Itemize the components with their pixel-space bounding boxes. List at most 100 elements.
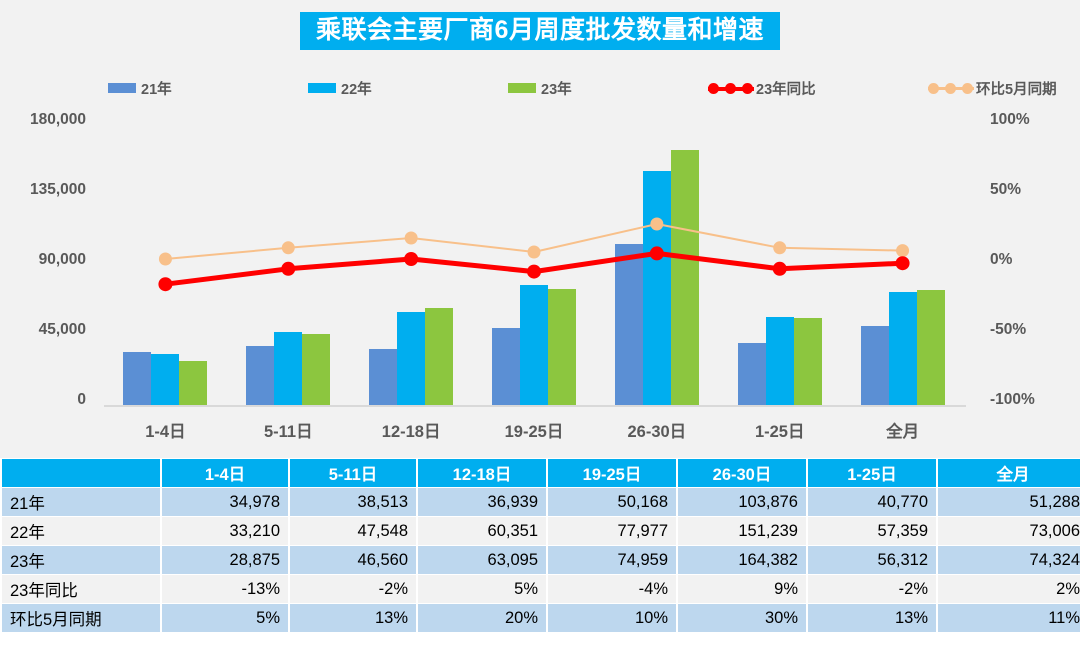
x-axis-label-4: 19-25日 <box>504 423 564 441</box>
table-cell: 20% <box>418 604 546 632</box>
legend-item-1[interactable]: 21年 <box>108 76 172 100</box>
legend-label: 22年 <box>341 81 372 98</box>
legend-swatch-icon <box>308 83 336 93</box>
y-axis-right-tick: 50% <box>990 181 1022 198</box>
table-cell: -2% <box>290 575 416 603</box>
legend-swatch-icon <box>108 83 136 93</box>
table-cell: 77,977 <box>548 517 676 545</box>
table-header-3: 12-18日 <box>418 459 546 487</box>
table-cell: 10% <box>548 604 676 632</box>
x-axis-label-3: 12-18日 <box>381 423 441 441</box>
y-axis-left-tick: 135,000 <box>29 181 86 198</box>
legend-line-icon <box>928 81 974 95</box>
y-axis-left-tick: 90,000 <box>38 251 86 268</box>
x-axis-label-1: 1-4日 <box>145 423 186 441</box>
marker-23年同比-全月 <box>895 256 910 271</box>
marker-环比5月同期-全月 <box>896 244 910 258</box>
table-cell: 46,560 <box>290 546 416 574</box>
table-header-2: 5-11日 <box>290 459 416 487</box>
x-axis-label-7: 全月 <box>886 423 920 441</box>
marker-23年同比-19-25日 <box>527 264 541 279</box>
table-cell: 38,513 <box>290 488 416 516</box>
table-cell: 151,239 <box>678 517 806 545</box>
legend-label: 23年同比 <box>756 81 816 98</box>
marker-环比5月同期-1-4日 <box>158 252 172 266</box>
data-table-container: 1-4日 5-11日 12-18日 19-25日 26-30日 1-25日 全月 21年 34… <box>0 458 1080 648</box>
table-cell: 2% <box>938 575 1080 603</box>
table-header-1: 1-4日 <box>162 459 288 487</box>
table-cell: 47,548 <box>290 517 416 545</box>
bar-22年-全月 <box>888 292 917 406</box>
table-cell: 9% <box>678 575 806 603</box>
table-row-label: 21年 <box>2 488 160 516</box>
data-table: 1-4日 5-11日 12-18日 19-25日 26-30日 1-25日 全月 21年 34… <box>0 458 1080 633</box>
legend-item-5[interactable]: 环比5月同期 <box>928 76 1057 100</box>
marker-环比5月同期-5-11日 <box>281 241 295 255</box>
bar-22年-1-4日 <box>151 354 180 406</box>
bar-23年-26-30日 <box>670 150 699 406</box>
table-cell: 56,312 <box>808 546 936 574</box>
bar-22年-1-25日 <box>765 316 794 406</box>
table-row-label: 环比5月同期 <box>2 604 160 632</box>
y-axis-right-tick: -100% <box>990 391 1035 408</box>
bar-22年-26-30日 <box>642 170 671 406</box>
table-cell: 63,095 <box>418 546 546 574</box>
bar-21年-全月 <box>860 326 889 406</box>
bar-21年-19-25日 <box>492 328 520 406</box>
y-axis-left-tick: 0 <box>77 391 86 408</box>
table-cell: 74,959 <box>548 546 676 574</box>
table-cell: 164,382 <box>678 546 806 574</box>
x-axis-label-2: 5-11日 <box>263 423 313 441</box>
table-cell: -4% <box>548 575 676 603</box>
x-axis-label-6: 1-25日 <box>754 423 805 441</box>
table-corner-cell <box>2 459 160 487</box>
x-axis-labels: 1-4日 5-11日 12-18日 19-25日 26-30日 1-25日 全月 <box>104 418 964 444</box>
bar-23年-1-25日 <box>793 318 822 406</box>
bar-22年-12-18日 <box>397 312 426 406</box>
table-cell: 50,168 <box>548 488 676 516</box>
legend-item-3[interactable]: 23年 <box>508 76 572 100</box>
table-row: 22年 33,210 47,548 60,351 77,977 151,239 57,359… <box>2 517 1080 545</box>
table-cell: 74,324 <box>938 546 1080 574</box>
table-cell: 34,978 <box>162 488 288 516</box>
legend-swatch-icon <box>508 83 536 93</box>
table-row: 23年 28,875 46,560 63,095 74,959 164,382 56,312… <box>2 546 1080 574</box>
chart-title-container: 乘联会主要厂商6月周度批发数量和增速 <box>0 12 1080 51</box>
bar-23年-19-25日 <box>548 289 576 406</box>
table-cell: 13% <box>808 604 936 632</box>
y-axis-left-tick: 180,000 <box>29 111 86 128</box>
marker-23年同比-1-4日 <box>158 277 173 292</box>
lines-layer <box>104 126 964 406</box>
marker-23年同比-5-11日 <box>281 261 296 276</box>
table-cell: 11% <box>938 604 1080 632</box>
bar-23年-5-11日 <box>302 333 331 406</box>
bar-23年-1-4日 <box>179 361 208 406</box>
table-row-label: 22年 <box>2 517 160 545</box>
table-cell: 73,006 <box>938 517 1080 545</box>
table-cell: 5% <box>162 604 288 632</box>
table-cell: -2% <box>808 575 936 603</box>
bars-layer <box>104 126 964 406</box>
bar-23年-全月 <box>916 290 945 406</box>
bar-21年-1-25日 <box>737 342 766 406</box>
bar-21年-26-30日 <box>614 244 643 406</box>
y-axis-right-tick: 0% <box>990 251 1013 268</box>
table-cell: 28,875 <box>162 546 288 574</box>
table-row: 21年 34,978 38,513 36,939 50,168 103,876 40,770… <box>2 488 1080 516</box>
table-cell: 30% <box>678 604 806 632</box>
legend-label: 环比5月同期 <box>976 81 1057 98</box>
table-header-7: 全月 <box>938 459 1080 487</box>
chart-legend: 21年 22年 23年 23年同比 环比5月同期 <box>108 76 1057 100</box>
legend-line-icon <box>708 81 754 95</box>
bar-22年-19-25日 <box>520 284 548 406</box>
marker-23年同比-12-18日 <box>404 252 419 266</box>
table-cell: 40,770 <box>808 488 936 516</box>
table-cell: 5% <box>418 575 546 603</box>
table-row-label: 23年 <box>2 546 160 574</box>
legend-item-2[interactable]: 22年 <box>308 76 372 100</box>
legend-item-4[interactable]: 23年同比 <box>708 76 816 100</box>
table-row-label: 23年同比 <box>2 575 160 603</box>
marker-23年同比-26-30日 <box>649 246 664 261</box>
table-cell: 36,939 <box>418 488 546 516</box>
